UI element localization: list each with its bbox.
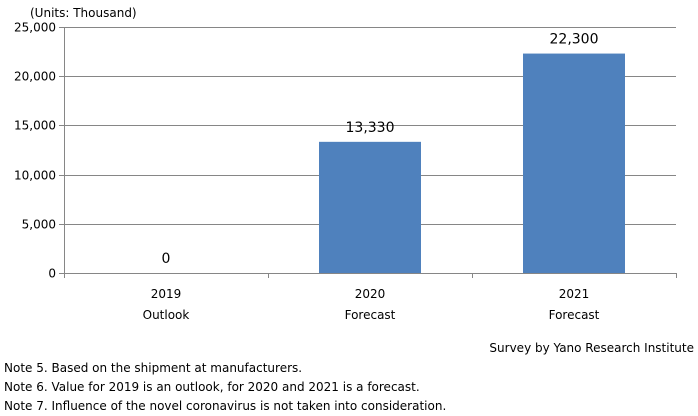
data-label: 0 (162, 251, 171, 267)
y-tick-label: 20,000 (14, 70, 56, 84)
notes: Note 5. Based on the shipment at manufac… (4, 359, 446, 416)
y-tick-label: 10,000 (14, 169, 56, 183)
y-tick-label: 15,000 (14, 119, 56, 133)
units-label: (Units: Thousand) (30, 6, 137, 20)
y-tick-label: 25,000 (14, 21, 56, 35)
x-tick-sublabel: Forecast (345, 308, 396, 322)
x-tick-sublabel: Forecast (549, 308, 600, 322)
bar-chart: 0 5,000 10,000 15,000 20,000 25,000 0 2019 Outlo… (14, 21, 677, 322)
data-label: 22,300 (550, 32, 599, 48)
data-label: 13,330 (346, 120, 395, 136)
y-tick-label: 5,000 (22, 218, 56, 232)
y-tick-label: 0 (48, 267, 56, 281)
x-tick-label: 2021 (559, 287, 590, 301)
x-tick-sublabel: Outlook (143, 308, 190, 322)
bar (319, 141, 421, 273)
note-7: Note 7. Influence of the novel coronavir… (4, 399, 447, 413)
note-6: Note 6. Value for 2019 is an outlook, fo… (4, 380, 420, 394)
source-credit: Survey by Yano Research Institute (489, 341, 694, 355)
x-tick-label: 2019 (151, 287, 182, 301)
note-5: Note 5. Based on the shipment at manufac… (4, 361, 303, 375)
bar (523, 53, 625, 274)
x-tick-label: 2020 (355, 287, 386, 301)
